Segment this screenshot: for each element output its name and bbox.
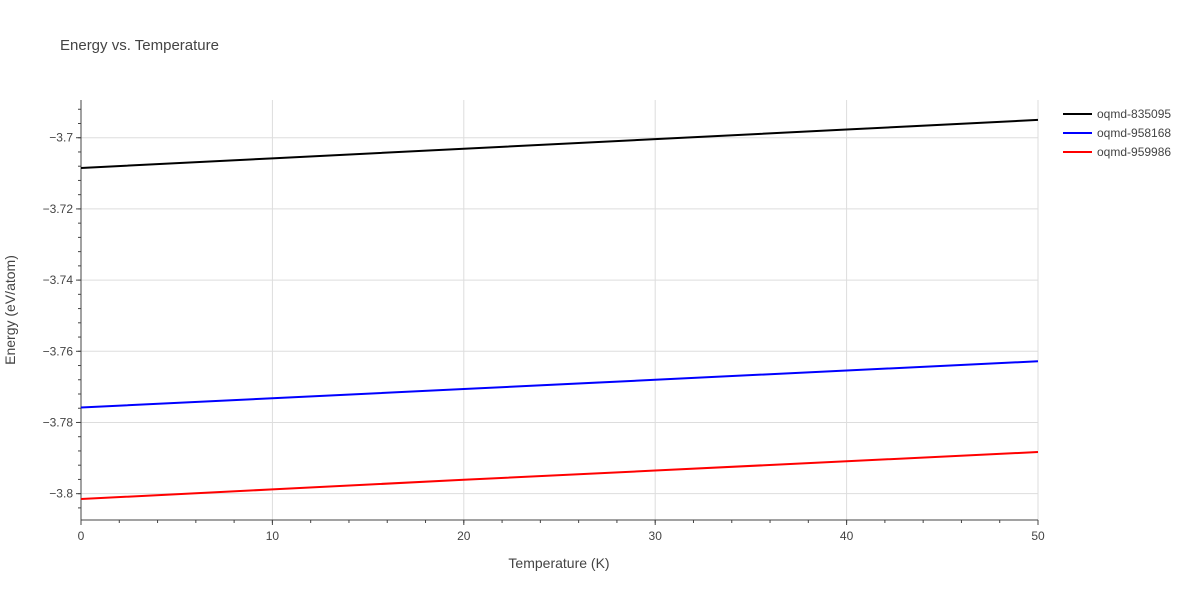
x-tick-label: 10 — [266, 529, 280, 543]
grid — [81, 100, 1039, 520]
x-tick-label: 20 — [457, 529, 471, 543]
series-line-oqmd-958168[interactable] — [80, 360, 1039, 409]
x-axis-title: Temperature (K) — [508, 555, 609, 571]
y-tick-label: −3.76 — [43, 344, 74, 358]
y-tick-label: −3.7 — [49, 131, 73, 145]
axes: 0 10 20 30 40 50 −3.7 −3.72 −3.74 −3.76 −3.78 −3.8 — [43, 100, 1045, 543]
x-tick-label: 40 — [840, 529, 854, 543]
y-tick-label: −3.8 — [49, 487, 73, 501]
series-line-oqmd-959986[interactable] — [80, 451, 1039, 500]
series-line-oqmd-835095[interactable] — [80, 118, 1039, 169]
y-axis-title: Energy (eV/atom) — [2, 255, 18, 365]
x-tick-label: 30 — [649, 529, 663, 543]
y-tick-label: −3.74 — [43, 273, 74, 287]
legend-item-oqmd-835095[interactable]: oqmd-835095 — [1063, 107, 1171, 121]
legend[interactable]: oqmd-835095 oqmd-958168 oqmd-959986 — [1063, 107, 1171, 159]
series-lines — [80, 118, 1039, 500]
chart-title: Energy vs. Temperature — [60, 37, 219, 54]
y-tick-label: −3.78 — [43, 415, 74, 429]
y-tick-label: −3.72 — [43, 202, 74, 216]
x-tick-label: 0 — [78, 529, 85, 543]
legend-item-oqmd-958168[interactable]: oqmd-958168 — [1063, 126, 1171, 140]
legend-item-oqmd-959986[interactable]: oqmd-959986 — [1063, 145, 1171, 159]
legend-label: oqmd-835095 — [1097, 107, 1171, 121]
x-tick-label: 50 — [1031, 529, 1045, 543]
legend-label: oqmd-958168 — [1097, 126, 1171, 140]
legend-label: oqmd-959986 — [1097, 145, 1171, 159]
